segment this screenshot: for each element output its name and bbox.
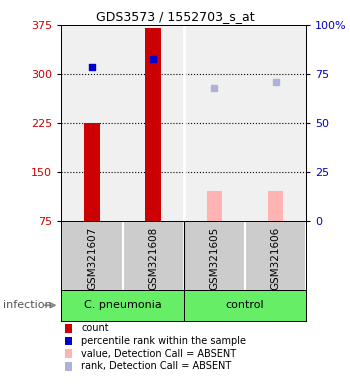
Point [150, 56, 156, 62]
Bar [184, 290, 306, 321]
Text: GSM321605: GSM321605 [209, 226, 219, 290]
Bar [84, 123, 99, 221]
Point [89, 65, 95, 71]
Text: GSM321608: GSM321608 [148, 226, 158, 290]
Text: GSM321607: GSM321607 [87, 226, 97, 290]
Text: control: control [226, 300, 264, 310]
Text: GDS3573 / 1552703_s_at: GDS3573 / 1552703_s_at [96, 10, 254, 23]
Text: value, Detection Call = ABSENT: value, Detection Call = ABSENT [81, 349, 236, 359]
Text: C. pneumonia: C. pneumonia [84, 300, 161, 310]
Point [273, 79, 279, 85]
Bar [146, 28, 161, 221]
Text: percentile rank within the sample: percentile rank within the sample [81, 336, 246, 346]
Bar [61, 290, 184, 321]
Bar [268, 192, 283, 221]
Text: rank, Detection Call = ABSENT: rank, Detection Call = ABSENT [81, 361, 231, 371]
Point [211, 85, 217, 91]
Text: count: count [81, 323, 109, 333]
Bar [207, 192, 222, 221]
Text: infection: infection [4, 300, 52, 310]
Text: GSM321606: GSM321606 [271, 226, 281, 290]
